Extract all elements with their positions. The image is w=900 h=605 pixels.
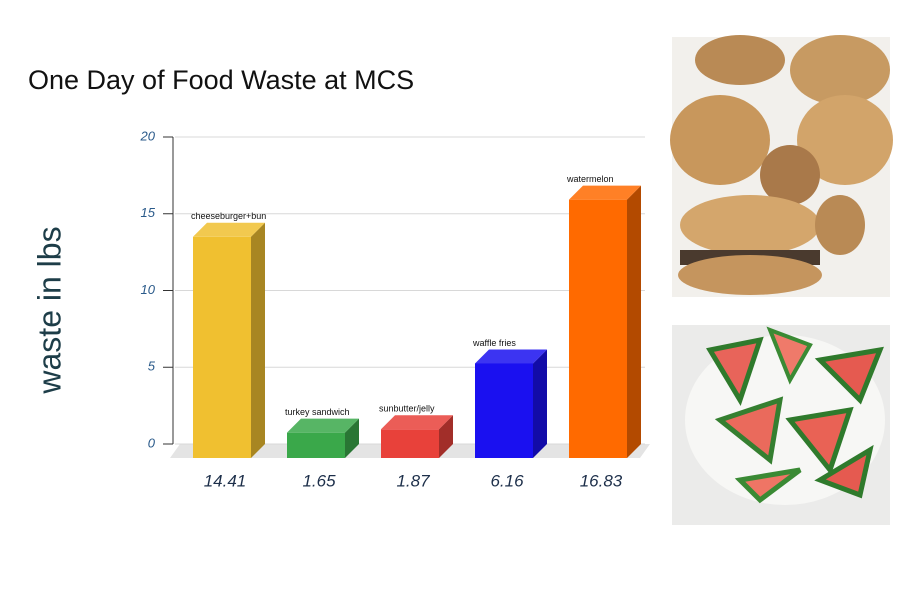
category-label: turkey sandwich <box>285 407 350 417</box>
watermelon-photo <box>672 325 890 525</box>
bar-side <box>251 222 265 458</box>
category-label: cheeseburger+bun <box>191 211 266 221</box>
value-label: 14.41 <box>204 471 247 490</box>
burger-photo <box>670 35 893 297</box>
bar <box>381 429 439 458</box>
category-label: sunbutter/jelly <box>379 404 435 414</box>
y-tick-label: 10 <box>141 282 156 297</box>
bar-side <box>345 418 359 458</box>
bar-side <box>439 415 453 458</box>
value-label: 1.65 <box>302 471 336 490</box>
bar <box>193 236 251 458</box>
bar-top <box>193 222 265 237</box>
y-axis-label: waste in lbs <box>31 226 67 394</box>
bar-side <box>533 349 547 458</box>
bar <box>475 363 533 458</box>
plot: 0 5 10 15 20 cheeseburger+bun 14.41 turkey sand… <box>140 128 650 490</box>
bar-top <box>287 418 359 433</box>
chart-title: One Day of Food Waste at MCS <box>28 65 414 95</box>
value-label: 6.16 <box>490 471 524 490</box>
y-tick-label: 20 <box>140 128 156 143</box>
bar-side <box>627 185 641 459</box>
value-label: 16.83 <box>580 471 623 490</box>
bar-top <box>475 349 547 364</box>
value-label: 1.87 <box>396 471 430 490</box>
category-label: waffle fries <box>472 338 516 348</box>
category-label: watermelon <box>566 174 614 184</box>
y-tick-label: 15 <box>141 205 156 220</box>
bar-top <box>569 185 641 200</box>
bar-top <box>381 415 453 430</box>
bar <box>569 199 627 459</box>
bar <box>287 432 345 458</box>
y-tick-label: 0 <box>148 435 156 450</box>
y-tick-label: 5 <box>148 359 156 374</box>
